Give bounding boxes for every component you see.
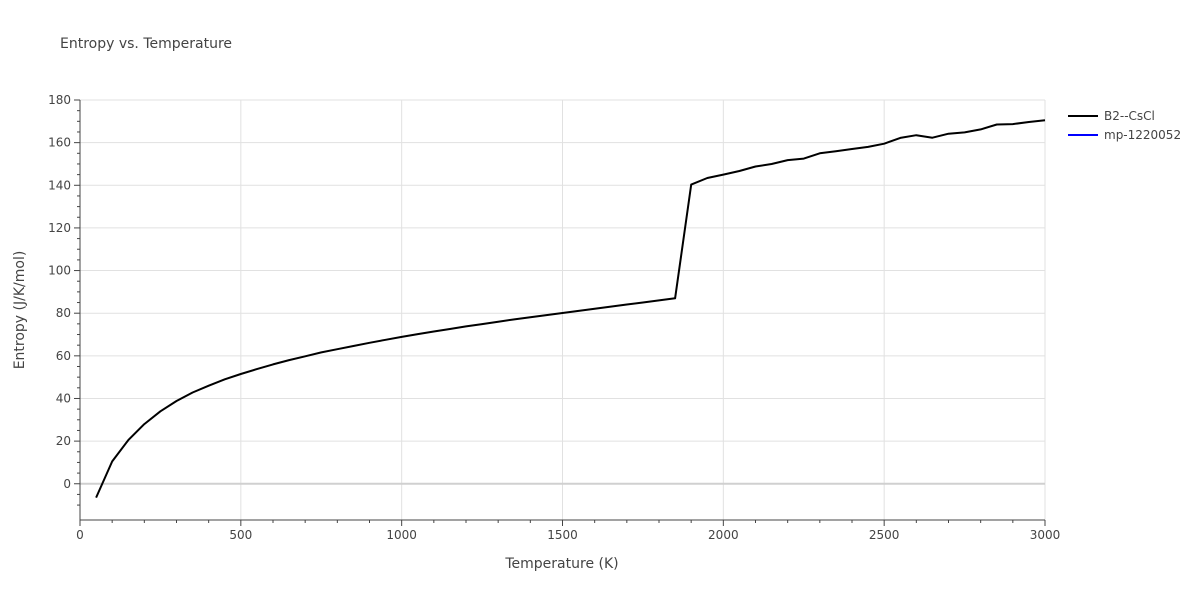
legend-label: B2--CsCl — [1104, 108, 1155, 123]
x-tick-label: 500 — [229, 528, 252, 542]
y-tick-label: 180 — [48, 93, 71, 107]
legend-swatch — [1068, 114, 1098, 117]
series-line-0[interactable] — [95, 119, 1046, 499]
legend-swatch — [1068, 133, 1098, 136]
x-tick-label: 0 — [76, 528, 84, 542]
series-lines — [95, 119, 1046, 499]
x-axis-title: Temperature (K) — [504, 556, 618, 572]
x-tick-label: 1000 — [386, 528, 417, 542]
x-tick-label: 2000 — [708, 528, 739, 542]
y-tick-label: 60 — [56, 349, 71, 363]
y-tick-label: 20 — [56, 434, 71, 448]
x-tick-label: 3000 — [1030, 528, 1061, 542]
y-tick-label: 0 — [63, 477, 71, 491]
legend-label: mp-1220052 — [1104, 127, 1182, 142]
x-tick-label: 2500 — [869, 528, 900, 542]
y-tick-label: 160 — [48, 136, 71, 150]
grid-lines — [80, 99, 1046, 520]
legend: B2--CsCl mp-1220052 — [1068, 106, 1181, 144]
x-tick-label: 1500 — [547, 528, 578, 542]
y-tick-label: 40 — [56, 391, 71, 405]
y-axis-title: Entropy (J/K/mol) — [12, 251, 28, 370]
legend-item-b2-cscl[interactable]: B2--CsCl — [1068, 106, 1181, 125]
y-tick-label: 100 — [48, 264, 71, 278]
axes: 0 500 1000 1500 2000 2500 3000 0 20 40 60 80 100 120 1… — [48, 93, 1060, 542]
legend-item-mp-1220052[interactable]: mp-1220052 — [1068, 125, 1181, 144]
y-tick-label: 80 — [56, 306, 71, 320]
y-tick-label: 120 — [48, 221, 71, 235]
chart-title: Entropy vs. Temperature — [60, 36, 233, 52]
y-tick-label: 140 — [48, 178, 71, 192]
